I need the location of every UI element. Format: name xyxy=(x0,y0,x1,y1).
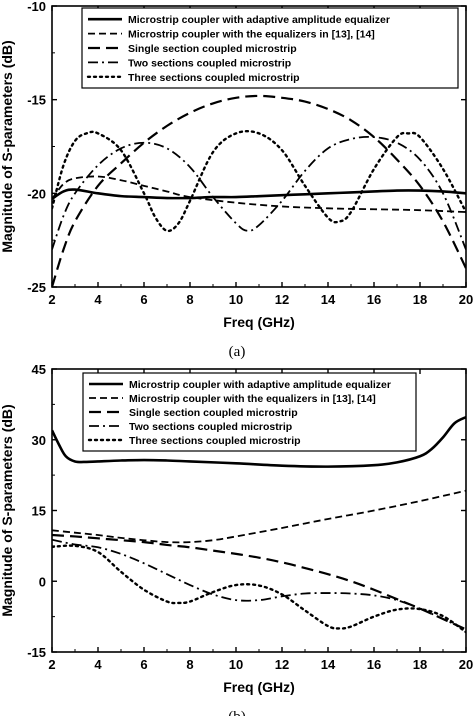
series-line-1 xyxy=(52,188,466,201)
legend-label-3: Single section coupled microstrip xyxy=(128,43,297,55)
x-tick-label: 4 xyxy=(94,657,102,672)
legend: Microstrip coupler with adaptive amplitu… xyxy=(81,7,459,89)
x-tick-label: 2 xyxy=(48,292,55,307)
y-tick-label: -25 xyxy=(27,280,46,295)
legend-label-1: Microstrip coupler with adaptive amplitu… xyxy=(128,14,390,26)
y-tick-label: -15 xyxy=(27,645,46,660)
x-tick-label: 16 xyxy=(367,657,381,672)
legend-label-2: Microstrip coupler with the equalizers i… xyxy=(128,29,375,41)
series-line-5 xyxy=(52,544,466,634)
legend-label-2: Microstrip coupler with the equalizers i… xyxy=(129,393,376,405)
y-tick-label: -20 xyxy=(27,186,46,201)
series-line-3 xyxy=(52,94,466,287)
x-tick-label: 4 xyxy=(94,292,102,307)
x-tick-label: 12 xyxy=(275,292,289,307)
x-tick-label: 18 xyxy=(413,292,427,307)
series-lines xyxy=(52,415,466,634)
x-tick-label: 14 xyxy=(321,292,336,307)
series-line-1 xyxy=(52,415,466,468)
x-tick-label: 8 xyxy=(186,292,193,307)
x-tick-label: 20 xyxy=(459,292,473,307)
series-line-5 xyxy=(52,129,466,233)
x-tick-label: 6 xyxy=(140,657,147,672)
y-axis-title: Magnitude of S-parameters (dB) xyxy=(0,404,15,616)
legend-box xyxy=(82,372,417,452)
legend: Microstrip coupler with adaptive amplitu… xyxy=(82,372,417,452)
series-line-3 xyxy=(52,533,466,631)
legend-box xyxy=(81,7,459,89)
legend-label-4: Two sections coupled microstrip xyxy=(129,421,292,433)
x-axis-title: Freq (GHz) xyxy=(223,679,295,695)
y-tick-label: 30 xyxy=(32,433,46,448)
series-line-2 xyxy=(52,175,466,213)
y-tick-label: -15 xyxy=(27,93,46,108)
legend-label-1: Microstrip coupler with adaptive amplitu… xyxy=(129,379,391,391)
x-axis-title: Freq (GHz) xyxy=(223,314,295,330)
x-tick-label: 10 xyxy=(229,657,243,672)
x-tick-label: 10 xyxy=(229,292,243,307)
x-tick-label: 12 xyxy=(275,657,289,672)
series-line-4 xyxy=(52,135,466,250)
legend-label-3: Single section coupled microstrip xyxy=(129,407,298,419)
y-tick-label: 15 xyxy=(32,504,46,519)
figure-caption: (a) xyxy=(229,344,246,360)
legend-label-5: Three sections coupled microstrip xyxy=(128,72,300,84)
series-line-2 xyxy=(52,489,466,544)
legend-label-4: Two sections coupled microstrip xyxy=(128,57,291,69)
legend-label-5: Three sections coupled microstrip xyxy=(129,435,301,447)
x-tick-label: 20 xyxy=(459,657,473,672)
figure-caption: (b) xyxy=(228,709,246,716)
x-tick-label: 16 xyxy=(367,292,381,307)
y-axis-title: Magnitude of S-parameters (dB) xyxy=(0,40,15,252)
y-tick-label: 0 xyxy=(39,574,46,589)
y-tick-label: 45 xyxy=(32,362,46,377)
x-tick-label: 2 xyxy=(48,657,55,672)
x-tick-label: 18 xyxy=(413,657,427,672)
series-lines xyxy=(52,94,466,287)
chart-b: 2 4 6 8 10 12 14 16 18 20 -15 0 15 30 45 Freq (GHz) Magn… xyxy=(0,362,473,716)
x-tick-label: 6 xyxy=(140,292,147,307)
y-tick-label: -10 xyxy=(27,0,46,14)
x-tick-label: 14 xyxy=(321,657,336,672)
chart-a: 2 4 6 8 10 12 14 16 18 20 -25 -20 -15 -10 Freq (GHz) Ma… xyxy=(0,0,473,360)
x-tick-label: 8 xyxy=(186,657,193,672)
